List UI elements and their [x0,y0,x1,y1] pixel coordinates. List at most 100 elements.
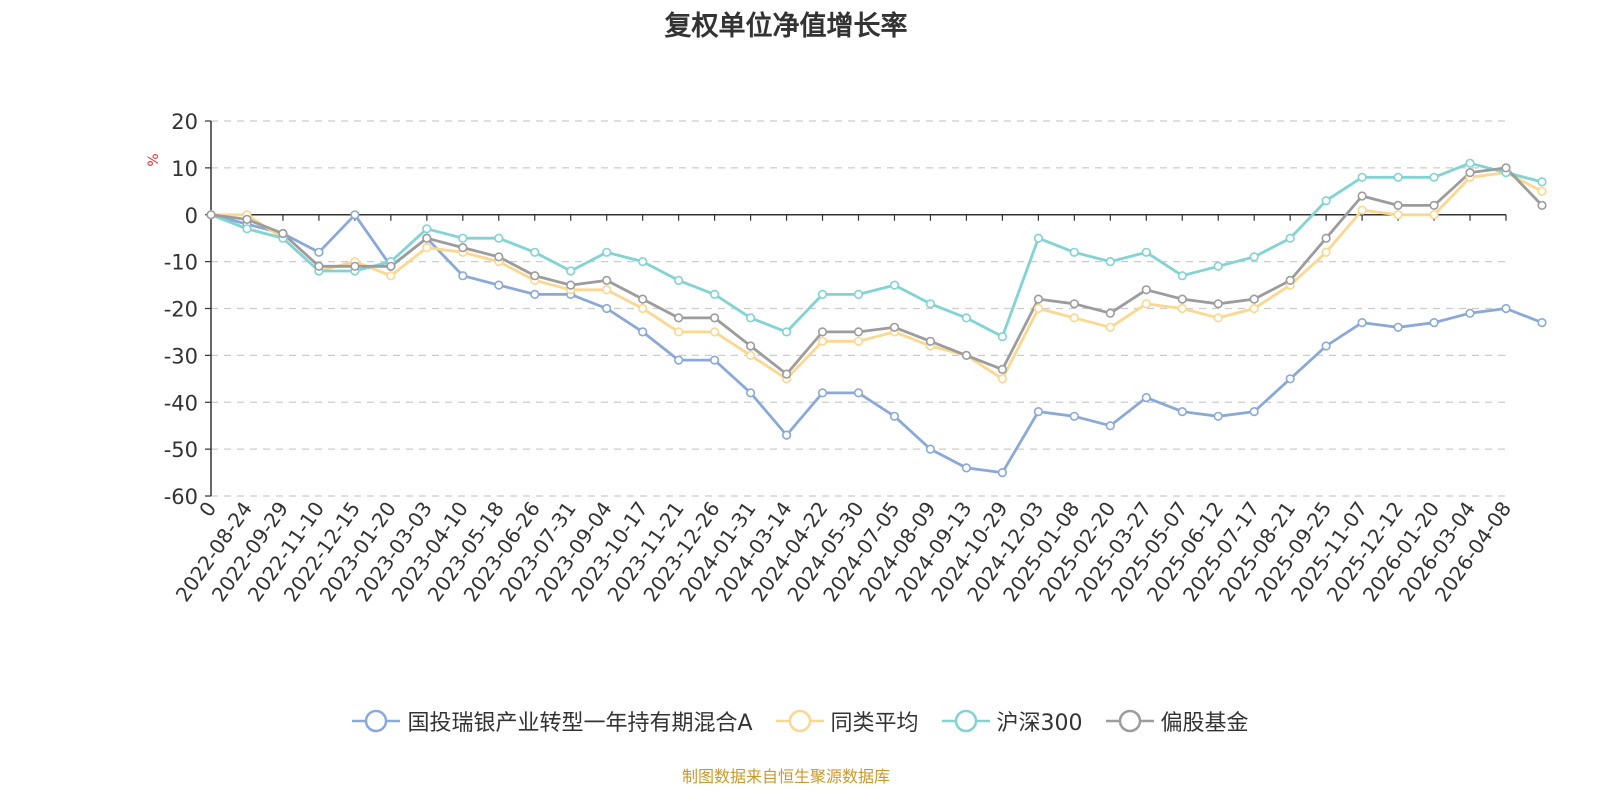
data-point [997,468,1008,478]
legend-label: 国投瑞银产业转型一年持有期混合A [407,711,753,736]
data-point [925,336,936,346]
data-point [1357,205,1367,215]
data-point [638,303,648,314]
data-point [386,271,396,281]
data-point [1105,257,1115,267]
data-point [602,285,612,295]
data-point [1393,200,1403,210]
data-point [1537,200,1547,210]
data-point [566,280,576,290]
data-point [1537,186,1547,196]
data-point [1249,294,1259,304]
y-tick-label: 20 [171,110,198,134]
legend-item[interactable]: 国投瑞银产业转型一年持有期混合A [351,705,753,737]
data-point [709,313,720,323]
data-point [781,430,792,440]
data-point [673,313,684,323]
data-point [817,289,828,300]
data-point [458,243,468,253]
data-point [889,280,900,290]
data-point [781,369,792,379]
data-point [1285,233,1295,243]
data-point [350,261,360,271]
data-point [1393,210,1403,220]
data-point [709,355,720,365]
data-point [817,336,828,346]
data-point [422,224,432,234]
data-point [1033,407,1043,417]
legend-line-circle-icon [352,709,401,733]
data-point [1069,313,1079,323]
data-point [530,271,540,281]
series-line [209,166,1544,376]
data-point [1321,247,1331,257]
data-point [1069,299,1079,309]
legend-line-circle-icon [941,709,990,733]
data-point [961,350,972,361]
data-point [1357,191,1367,201]
data-point [1141,393,1151,403]
series-line [209,161,1544,338]
line-chart: 20100-10-20-30-40-50-6002022-08-242022-0… [146,110,1547,606]
series-markers [206,158,1547,478]
data-point [853,336,864,346]
y-tick-label: -60 [164,485,198,509]
data-point [745,350,756,361]
data-point [1033,294,1043,304]
data-point [925,299,936,309]
data-point [1321,196,1331,206]
data-point [1429,172,1439,182]
data-point [422,233,432,243]
data-point [314,247,324,257]
data-point [1213,261,1223,271]
series-lines [209,161,1544,474]
data-point [530,289,540,300]
data-point [242,214,252,224]
data-point [853,388,864,398]
data-point [494,280,504,290]
data-point [889,411,900,421]
data-point [1141,285,1151,295]
data-point [1465,308,1475,318]
data-point [709,327,720,337]
data-point [853,327,864,337]
data-point [709,289,720,300]
data-point [1105,322,1115,332]
data-point [1105,308,1115,318]
data-point [1177,303,1187,314]
data-point [1285,374,1295,384]
legend-item[interactable]: 沪深300 [941,705,1083,737]
data-point [1177,407,1187,417]
data-point [961,313,972,323]
data-point [638,327,648,337]
data-point [853,289,864,300]
y-tick-label: -10 [164,251,198,275]
data-point [638,257,648,267]
data-point [386,261,396,271]
data-point [1213,411,1223,421]
data-point [1357,318,1367,328]
data-point [961,463,972,473]
y-tick-label: 10 [171,157,198,181]
legend: 国投瑞银产业转型一年持有期混合A 同类平均 沪深300 偏股基金 [0,705,1600,737]
data-point [494,252,504,262]
data-point [673,355,684,365]
data-point [602,303,612,314]
legend-line-circle-icon [775,709,824,733]
legend-item[interactable]: 偏股基金 [1105,705,1249,737]
data-point [1249,252,1259,262]
data-point [1429,200,1439,210]
data-point [458,271,468,281]
legend-item[interactable]: 同类平均 [775,705,919,737]
data-point [458,233,468,243]
data-point [494,233,504,243]
source-note: 制图数据来自恒生聚源数据库 [681,767,890,786]
series-line [209,213,1544,474]
data-point [673,327,684,337]
data-point [1393,172,1403,182]
data-point [1141,247,1151,257]
y-axis-unit-label: % [146,153,162,166]
data-point [1393,322,1403,332]
data-point [997,364,1008,375]
data-point [1321,341,1331,351]
